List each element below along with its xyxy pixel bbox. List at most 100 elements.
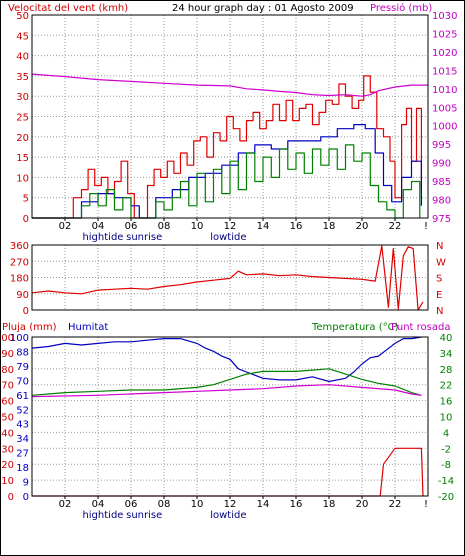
series-line-temperatura-c- (31, 368, 422, 396)
rain-y-tick-label: 50 (1, 413, 14, 424)
compass-tick-label: W (436, 257, 446, 268)
wind-tide-label: hightide (82, 232, 123, 243)
series-line-direction (31, 245, 424, 311)
wind-hour-label: 16 (290, 221, 303, 232)
rain-y-tick-label: 60 (1, 397, 14, 408)
wind-tide-label: sunrise (126, 232, 162, 243)
pressure-y-tick-label: 1025 (432, 29, 457, 40)
pressure-y-tick-label: 1030 (432, 11, 457, 22)
rain-y-tick-label: 90 (1, 349, 14, 360)
rain-y-tick-label: 30 (1, 444, 14, 455)
series-line-pressure (31, 73, 428, 97)
wind-y-tick-label: 35 (16, 72, 29, 83)
temperature-y-tick-label: 34 (440, 349, 453, 360)
temperature-y-tick-label: 22 (440, 381, 453, 392)
climate-hour-label: 06 (125, 499, 138, 510)
rain-y-tick-label: 40 (1, 428, 14, 439)
wind-hour-label: 08 (158, 221, 171, 232)
wind-tide-label: lowtide (210, 232, 246, 243)
rain-y-tick-label: 80 (1, 365, 14, 376)
humidity-y-tick-label: 18 (16, 463, 29, 474)
climate-hour-label: 02 (59, 499, 72, 510)
pressure-y-tick-label: 990 (432, 159, 451, 170)
pressure-title: Pressió (mb) (370, 2, 432, 14)
climate-hour-label: 18 (323, 499, 336, 510)
humidity-y-tick-label: 43 (16, 420, 29, 431)
graph-title: 24 hour graph day : 01 Agosto 2009 (172, 3, 354, 14)
wind-y-tick-label: 25 (16, 113, 29, 124)
humidity-y-tick-label: 61 (16, 391, 29, 402)
temperature-y-tick-label: -20 (438, 492, 454, 503)
wind-y-tick-label: 10 (16, 173, 29, 184)
series-line-gust (32, 75, 422, 219)
data-layer (31, 73, 428, 497)
climate-hour-label: 14 (257, 499, 270, 510)
direction-y-tick-label: 270 (10, 257, 29, 268)
rain-y-tick-label: 20 (1, 460, 14, 471)
humidity-y-tick-label: 27 (16, 449, 29, 460)
climate-hour-label: 22 (389, 499, 402, 510)
climate-end-marker: ! (424, 499, 428, 510)
direction-y-tick-label: 0 (23, 306, 29, 317)
humidity-y-tick-label: 9 (23, 478, 29, 489)
temperature-y-tick-label: 4 (443, 428, 449, 439)
pressure-y-tick-label: 1020 (432, 48, 457, 59)
wind-hour-label: 12 (224, 221, 237, 232)
wind-y-tick-label: 30 (16, 92, 29, 103)
compass-tick-label: N (436, 306, 443, 317)
label-layer: 0510152025303540455097598098599099510001… (0, 11, 457, 521)
temperature-y-tick-label: 10 (440, 413, 453, 424)
direction-y-tick-label: 360 (10, 241, 29, 252)
pressure-y-tick-label: 975 (432, 214, 451, 225)
humidity-title: Humitat (68, 322, 108, 333)
wind-y-tick-label: 20 (16, 133, 29, 144)
wind-y-tick-label: 15 (16, 153, 29, 164)
rain-y-tick-label: 10 (1, 476, 14, 487)
rain-title: Pluja (mm) (2, 322, 57, 333)
climate-hour-label: 16 (290, 499, 303, 510)
humidity-y-tick-label: 88 (16, 347, 29, 358)
compass-tick-label: S (436, 274, 442, 285)
humidity-y-tick-label: 79 (16, 362, 29, 373)
pressure-y-tick-label: 985 (432, 177, 451, 188)
dewpoint-title: Punt rosada (391, 322, 450, 333)
series-line-humitat (31, 336, 422, 383)
pressure-y-tick-label: 995 (432, 140, 451, 151)
wind-title: Velocitat del vent (kmh) (8, 3, 128, 14)
humidity-y-tick-label: 34 (16, 434, 29, 445)
compass-tick-label: E (436, 290, 442, 301)
humidity-y-tick-label: 70 (16, 376, 29, 387)
humidity-y-tick-label: 0 (23, 492, 29, 503)
climate-hour-label: 20 (356, 499, 369, 510)
wind-hour-label: 02 (59, 221, 72, 232)
pressure-y-tick-label: 1010 (432, 85, 457, 96)
wind-hour-label: 14 (257, 221, 270, 232)
direction-panel-frame (31, 244, 429, 311)
climate-tide-label: lowtide (210, 510, 246, 521)
climate-hour-label: 10 (191, 499, 204, 510)
temperature-title: Temperatura (°C) (311, 322, 399, 333)
wind-hour-label: 06 (125, 221, 138, 232)
temperature-y-tick-label: 16 (440, 397, 453, 408)
wind-hour-label: 04 (92, 221, 105, 232)
pressure-y-tick-label: 980 (432, 196, 451, 207)
temperature-y-tick-label: -2 (441, 444, 451, 455)
wind-y-tick-label: 50 (16, 11, 29, 22)
wind-y-tick-label: 5 (23, 194, 29, 205)
rain-y-tick-label: 100 (0, 333, 14, 344)
climate-tide-label: hightide (82, 510, 123, 521)
wind-y-tick-label: 40 (16, 52, 29, 63)
pressure-y-tick-label: 1000 (432, 122, 457, 133)
climate-tide-label: sunrise (126, 510, 162, 521)
wind-end-marker: ! (424, 221, 428, 232)
temperature-y-tick-label: 28 (440, 365, 453, 376)
series-line-minimum (32, 144, 421, 219)
humidity-y-tick-label: 52 (16, 405, 29, 416)
wind-hour-label: 22 (389, 221, 402, 232)
climate-panel-frame (31, 336, 429, 497)
climate-hour-label: 04 (92, 499, 105, 510)
grid-layer (32, 15, 428, 496)
rain-y-tick-label: 0 (8, 492, 14, 503)
temperature-y-tick-label: 40 (440, 333, 453, 344)
